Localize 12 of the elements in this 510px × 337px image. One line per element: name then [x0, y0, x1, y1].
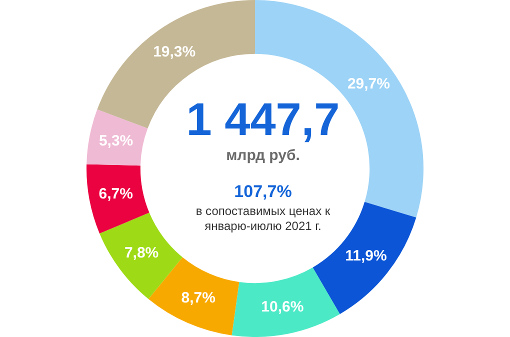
text: 1 447,7 [185, 93, 341, 145]
text: 107,7% [233, 182, 293, 202]
data-label: 19,3% [153, 43, 196, 60]
data-label: 11,9% [345, 247, 387, 264]
data-label: 8,7% [181, 289, 216, 306]
data-label: 7,8% [124, 244, 159, 262]
data-label: 5,3% [98, 132, 134, 150]
data-label: 29,7% [347, 75, 390, 92]
data-label: 10,6% [261, 298, 304, 316]
text: млрд руб. [225, 147, 301, 164]
text: в сопоставимых ценах к январю-июлю 2021 г. [194, 204, 332, 234]
data-label: 6,7% [98, 186, 133, 203]
